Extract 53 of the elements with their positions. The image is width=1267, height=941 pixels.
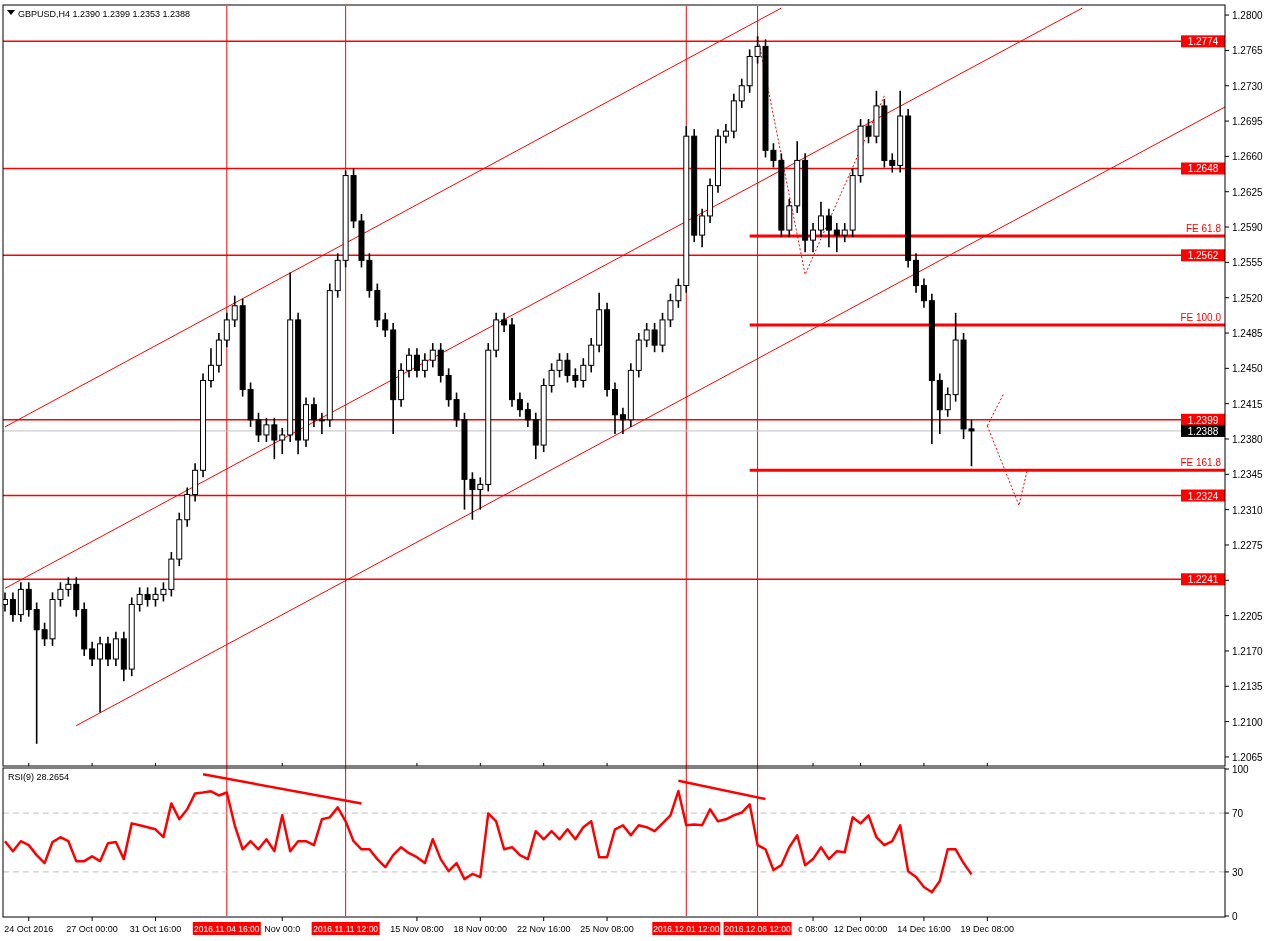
x-tick-label: 14 Dec 16:00 [897,924,951,934]
ref-line-label: 1.2648 [1187,163,1219,175]
y-tick-label: 1.2765 [1232,45,1264,57]
x-tick-label: c 08:00 [798,924,828,934]
ref-line-label: 1.2562 [1187,250,1219,262]
y-tick-label: 1.2135 [1232,681,1264,693]
ref-line-label: 1.2324 [1187,490,1219,502]
ref-line-label: 1.2399 [1187,414,1219,426]
x-tick-label: 2016.12.01 12:00 [653,924,720,934]
chart-title: RSI(9) 28.2654 [8,772,70,782]
x-tick-label: 12 Dec 00:00 [833,924,888,934]
y-tick-label: 1.2380 [1232,433,1264,445]
ref-line-label: 1.2388 [1187,425,1219,437]
y-tick-label: 1.2800 [1232,10,1264,22]
y-tick-label: 1.2205 [1232,610,1264,622]
x-tick-label: 24 Oct 2016 [4,924,54,934]
y-tick-label: 1.2100 [1232,716,1264,728]
y-tick-label: 30 [1232,866,1244,878]
y-tick-label: 1.2520 [1232,292,1264,304]
x-tick-label: 19 Dec 08:00 [960,924,1015,934]
x-tick-label: 27 Oct 00:00 [66,924,118,934]
y-tick-label: 1.2695 [1232,116,1264,128]
x-tick-label: 2016.12.06 12:00 [724,924,791,934]
y-tick-label: 1.2555 [1232,257,1264,269]
y-tick-label: 100 [1232,764,1250,775]
x-tick-label: 18 Nov 00:00 [453,924,508,934]
y-tick-label: 1.2660 [1232,151,1264,163]
x-tick-label: 31 Oct 16:00 [129,924,182,934]
x-tick-label: Nov 00:0 [264,924,301,934]
x-tick-label: 15 Nov 08:00 [390,924,444,934]
series-label: FE 100.0 [1180,311,1222,323]
x-tick-label: 22 Nov 16:00 [516,924,571,934]
x-tick-label: 25 Nov 08:00 [580,924,634,934]
series-label: FE 61.8 [1185,223,1222,235]
x-tick-label: 2016.11.04 16:00 [194,924,260,934]
x-tick-label: 2016.11.11 12:00 [313,924,379,934]
y-tick-label: 1.2730 [1232,80,1264,92]
series-label: FE 161.8 [1180,457,1222,469]
y-tick-label: 1.2310 [1232,504,1264,516]
y-tick-label: 1.2485 [1232,328,1264,340]
y-tick-label: 70 [1232,808,1244,820]
y-tick-label: 1.2170 [1232,645,1264,657]
ref-line-label: 1.2241 [1187,574,1219,586]
y-tick-label: 1.2065 [1232,751,1264,763]
y-tick-label: 1.2345 [1232,469,1264,481]
y-tick-label: 1.2415 [1232,398,1264,410]
y-tick-label: 1.2275 [1232,539,1264,551]
y-tick-label: 1.2590 [1232,222,1264,234]
y-tick-label: 1.2625 [1232,186,1264,198]
y-tick-label: 0 [1232,911,1238,922]
y-tick-label: 1.2450 [1232,363,1264,375]
ref-line-label: 1.2774 [1187,36,1219,48]
chart-title: GBPUSD,H4 1.2390 1.2399 1.2353 1.2388 [18,9,191,19]
